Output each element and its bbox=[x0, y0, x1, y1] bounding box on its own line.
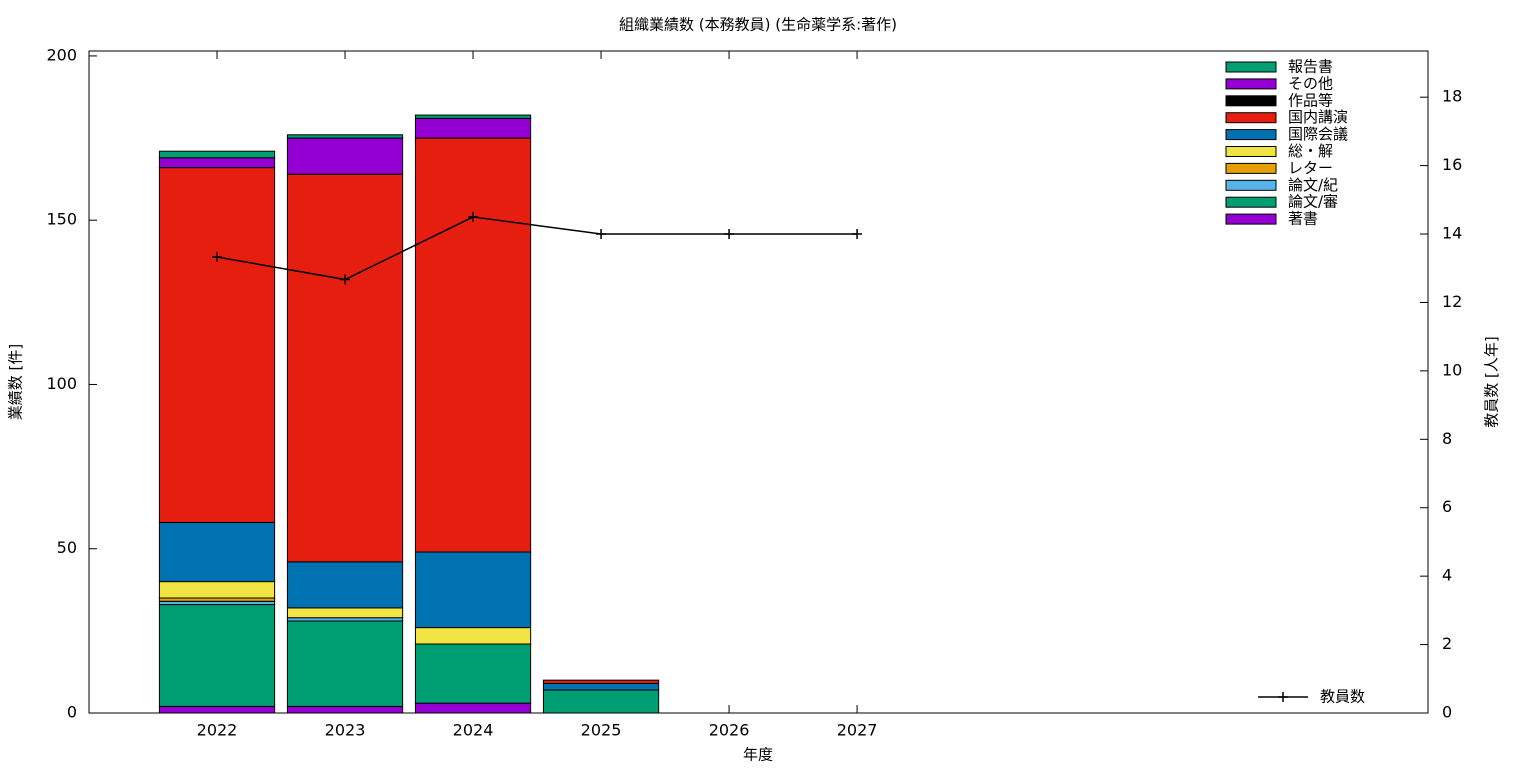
legend-label: レター bbox=[1288, 159, 1333, 177]
y-tick-label: 50 bbox=[57, 538, 77, 557]
legend-label: その他 bbox=[1288, 74, 1333, 92]
bar-segment bbox=[158, 157, 276, 169]
y2-tick-label: 12 bbox=[1442, 292, 1462, 311]
legend-swatch bbox=[1225, 146, 1277, 157]
y2-tick-label: 16 bbox=[1442, 155, 1462, 174]
bar-segment bbox=[414, 627, 532, 645]
bar-segment bbox=[542, 689, 660, 714]
legend-label: 国際会議 bbox=[1288, 125, 1348, 143]
legend-swatch bbox=[1225, 112, 1277, 124]
legend-label: 論文/紀 bbox=[1288, 176, 1338, 194]
y2-tick-label: 6 bbox=[1442, 497, 1452, 516]
point bbox=[724, 229, 735, 240]
legend-swatch bbox=[1225, 179, 1277, 191]
point bbox=[340, 274, 351, 285]
legend-swatch bbox=[1225, 78, 1277, 90]
point bbox=[596, 229, 607, 240]
point bbox=[852, 229, 863, 240]
bar-segment bbox=[286, 134, 404, 139]
point bbox=[468, 211, 479, 222]
x-tick-label: 2024 bbox=[453, 721, 494, 740]
bar-segment bbox=[286, 173, 404, 563]
bar-segment bbox=[414, 114, 532, 119]
bar-segment bbox=[414, 643, 532, 704]
y-tick-label: 200 bbox=[46, 45, 77, 64]
bar-segment bbox=[542, 679, 660, 684]
bar-segment bbox=[286, 705, 404, 714]
y-tick-label: 0 bbox=[67, 703, 77, 722]
bar-segment bbox=[158, 150, 276, 159]
y-tick-label: 150 bbox=[46, 210, 77, 229]
legend-swatch bbox=[1225, 213, 1277, 225]
x-tick-label: 2026 bbox=[709, 721, 750, 740]
bar-segment bbox=[158, 705, 276, 714]
bar-segment bbox=[158, 604, 276, 707]
y2-tick-label: 0 bbox=[1442, 703, 1452, 722]
bar-segment bbox=[286, 607, 404, 619]
legend-label: 国内講演 bbox=[1288, 108, 1348, 126]
x-axis-label: 年度 bbox=[743, 746, 773, 764]
y2-axis-label: 教員数 [人年] bbox=[1483, 336, 1501, 427]
y2-tick-label: 2 bbox=[1442, 634, 1452, 653]
x-tick-label: 2022 bbox=[197, 721, 238, 740]
bar-segment bbox=[158, 581, 276, 599]
y2-tick-label: 14 bbox=[1442, 224, 1462, 243]
y2-tick-label: 4 bbox=[1442, 566, 1452, 585]
legend-swatch bbox=[1225, 95, 1277, 107]
y2-tick-label: 18 bbox=[1442, 87, 1462, 106]
y-tick-label: 100 bbox=[46, 374, 77, 393]
y2-tick-label: 8 bbox=[1442, 429, 1452, 448]
legend-label: 報告書 bbox=[1288, 58, 1333, 76]
legend-label: 教員数 bbox=[1320, 688, 1365, 706]
legend-swatch bbox=[1225, 162, 1277, 174]
bar-segment bbox=[414, 551, 532, 629]
legend-swatch bbox=[1225, 61, 1277, 73]
legend-label: 論文/審 bbox=[1288, 193, 1338, 211]
bar-segment bbox=[158, 167, 276, 523]
bar-segment bbox=[286, 561, 404, 609]
y-axis-label: 業績数 [件] bbox=[7, 344, 25, 420]
bar-segment bbox=[414, 117, 532, 139]
bar-segment bbox=[414, 137, 532, 553]
legend-marker bbox=[1278, 692, 1288, 702]
x-tick-label: 2025 bbox=[581, 721, 622, 740]
bar-segment bbox=[414, 702, 532, 714]
x-tick-label: 2027 bbox=[837, 721, 878, 740]
point bbox=[212, 251, 223, 262]
legend-swatch bbox=[1225, 129, 1277, 141]
bar-segment bbox=[542, 682, 660, 691]
legend-label: 著書 bbox=[1288, 210, 1318, 228]
line bbox=[216, 216, 858, 281]
bar-segment bbox=[286, 620, 404, 707]
legend-label: 作品等 bbox=[1288, 91, 1333, 109]
legend-label: 総・解 bbox=[1288, 142, 1333, 160]
chart-title: 組織業績数 (本務教員) (生命薬学系:著作) bbox=[619, 16, 897, 34]
bar-segment bbox=[158, 521, 276, 583]
y2-tick-label: 10 bbox=[1442, 360, 1462, 379]
bar-segment bbox=[286, 137, 404, 175]
plot-frame bbox=[88, 50, 1429, 714]
legend-swatch bbox=[1225, 196, 1277, 208]
x-tick-label: 2023 bbox=[325, 721, 366, 740]
